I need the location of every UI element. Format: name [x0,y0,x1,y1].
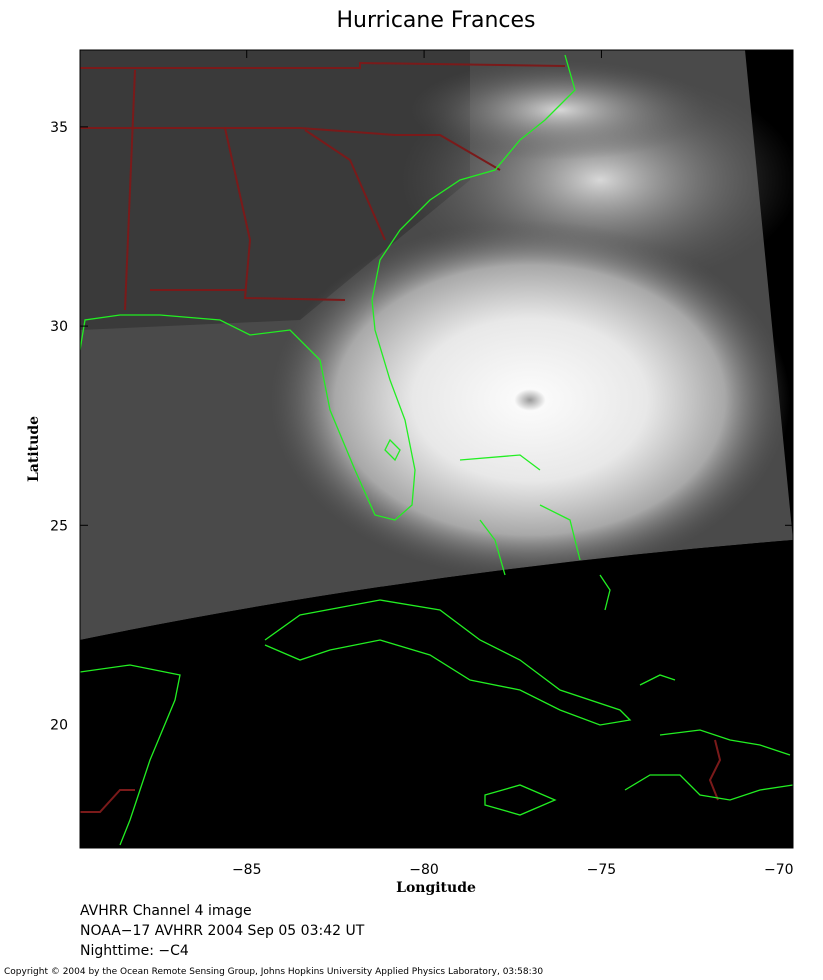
hurricane-clouds [270,220,790,580]
y-tick-label: 25 [50,518,68,534]
cloud-band [410,60,710,160]
coastlines [80,54,793,846]
satellite-image [80,50,793,848]
image-gap [80,540,793,848]
note-line: NOAA−17 AVHRR 2004 Sep 05 03:42 UT [80,923,365,939]
y-tick-label: 35 [50,120,68,136]
y-tick-label: 30 [50,319,68,335]
note-line: AVHRR Channel 4 image [80,903,252,919]
plot-frame [79,49,794,849]
borders [80,61,722,813]
x-tick-label: −70 [764,862,794,878]
x-tick-label: −85 [232,862,262,878]
x-tick-label: −75 [587,862,617,878]
note-line: Nighttime: −C4 [80,943,189,959]
y-tick-label: 20 [50,717,68,733]
copyright: Copyright © 2004 by the Ocean Remote Sen… [4,967,543,977]
x-tick-label: −80 [409,862,439,878]
x-axis-label: Longitude [396,880,476,896]
map-title: Hurricane Frances [337,8,536,33]
y-axis-label: Latitude [26,416,42,482]
